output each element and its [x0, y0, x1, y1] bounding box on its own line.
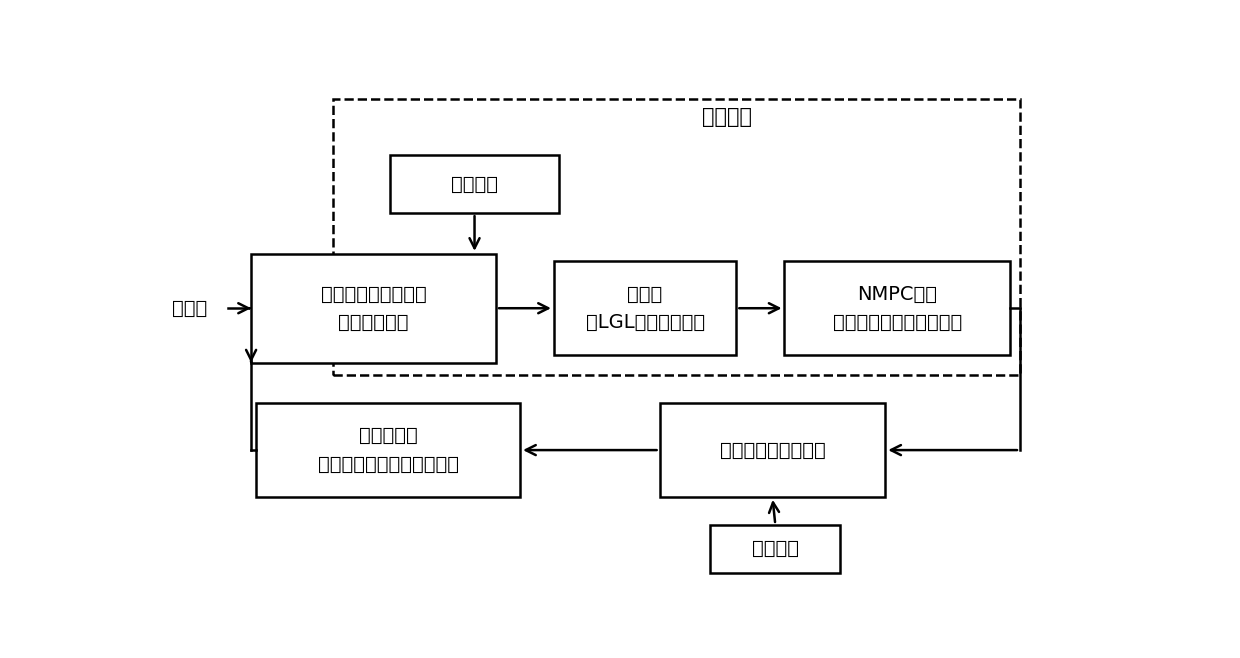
- Text: 离散化: 离散化: [627, 284, 662, 303]
- FancyBboxPatch shape: [250, 254, 496, 363]
- FancyBboxPatch shape: [711, 525, 841, 573]
- Text: 期望值: 期望值: [172, 299, 207, 317]
- FancyBboxPatch shape: [785, 261, 1011, 355]
- Text: 空间系绳系统释放过: 空间系绳系统释放过: [321, 284, 427, 303]
- Text: （考虑状态和控制约束）: （考虑状态和控制约束）: [833, 313, 962, 332]
- FancyBboxPatch shape: [391, 155, 558, 213]
- Text: 轨道参数: 轨道参数: [451, 174, 498, 193]
- Text: 空间系绳系统动力学: 空间系绳系统动力学: [719, 441, 826, 459]
- FancyBboxPatch shape: [554, 261, 737, 355]
- Text: （LGL伪光谱算法）: （LGL伪光谱算法）: [585, 313, 704, 332]
- Text: 控制算法: 控制算法: [702, 107, 751, 127]
- Text: NMPC控制: NMPC控制: [857, 284, 937, 303]
- Text: 测量敏感器: 测量敏感器: [358, 426, 418, 445]
- FancyBboxPatch shape: [255, 403, 521, 497]
- FancyBboxPatch shape: [660, 403, 885, 497]
- Text: 外部干扰: 外部干扰: [751, 540, 799, 559]
- Text: （绳长、面内角、面外角）: （绳长、面内角、面外角）: [317, 455, 459, 474]
- Text: 程动力学模型: 程动力学模型: [339, 313, 409, 332]
